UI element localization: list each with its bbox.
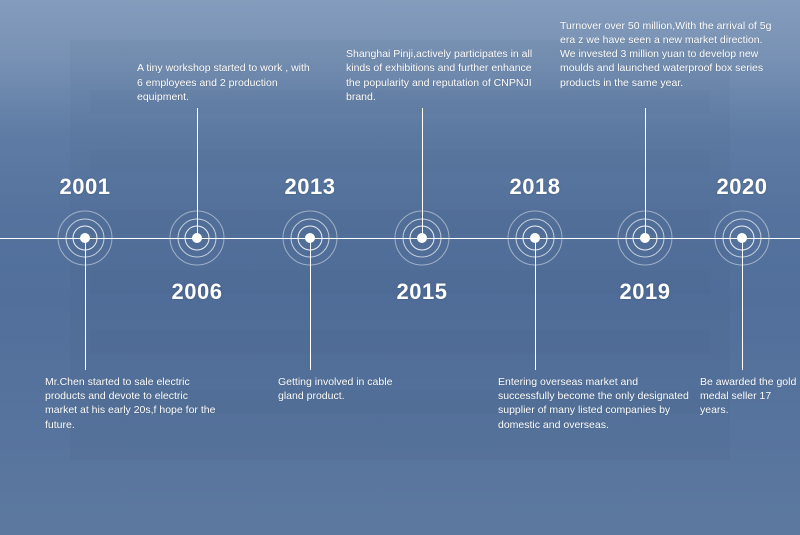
timeline-year: 2019 (620, 279, 671, 305)
timeline-node (282, 210, 338, 266)
timeline-description: Be awarded the gold medal seller 17 year… (700, 375, 798, 418)
timeline-node (617, 210, 673, 266)
timeline-description: Getting involved in cable gland product. (278, 375, 408, 403)
timeline-year: 2006 (172, 279, 223, 305)
timeline-node (507, 210, 563, 266)
timeline-description: Turnover over 50 million,With the arriva… (560, 19, 775, 90)
timeline-description: A tiny workshop started to work , with 6… (137, 61, 317, 104)
timeline-node (394, 210, 450, 266)
timeline-description: Shanghai Pinji,actively participates in … (346, 47, 546, 104)
timeline-node (169, 210, 225, 266)
timeline-year: 2013 (285, 174, 336, 200)
timeline-year: 2020 (717, 174, 768, 200)
timeline-node (57, 210, 113, 266)
timeline-year: 2001 (60, 174, 111, 200)
timeline-node (714, 210, 770, 266)
timeline-year: 2018 (510, 174, 561, 200)
timeline-year: 2015 (397, 279, 448, 305)
timeline-description: Mr.Chen started to sale electric product… (45, 375, 220, 432)
timeline-infographic: 2001 Mr.Chen started to sale electric pro… (0, 0, 800, 535)
timeline-description: Entering overseas market and successfull… (498, 375, 693, 432)
